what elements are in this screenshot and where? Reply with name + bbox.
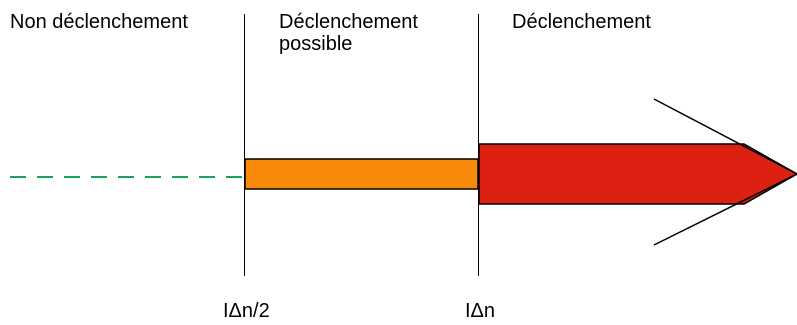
arrowhead-wing-top xyxy=(653,98,797,175)
arrowhead-wing-bottom xyxy=(653,173,797,246)
trip-arrow xyxy=(478,143,797,205)
zone-label-no-trip: Non déclenchement xyxy=(10,11,188,33)
threshold-label-full: IΔn xyxy=(465,300,496,322)
zone-label-possible-trip: Déclenchement possible xyxy=(279,11,418,55)
threshold-label-half: IΔn/2 xyxy=(223,300,270,322)
zone-label-trip: Déclenchement xyxy=(512,11,651,33)
possible-trip-bar xyxy=(244,158,479,190)
zone-label-possible-trip-line1: Déclenchement xyxy=(279,11,418,33)
zone-label-possible-trip-line2: possible xyxy=(279,33,353,55)
